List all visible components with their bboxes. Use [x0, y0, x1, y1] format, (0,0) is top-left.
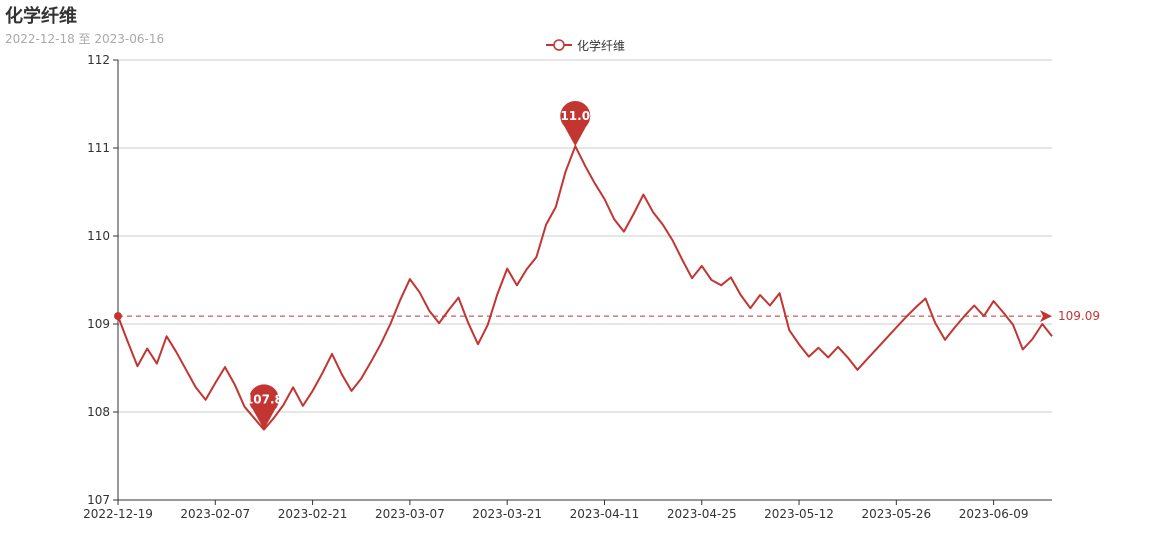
average-mark-line: 109.09: [114, 309, 1100, 323]
y-tick-label: 108: [87, 405, 110, 419]
mark-points: 111.02 107.8: [245, 101, 598, 430]
axes: 107 108 109 110 111 112 2022-12-19 2023-02-07 20…: [83, 53, 1052, 521]
chart-subtitle: 2022-12-18 至 2023-06-16: [5, 32, 165, 46]
min-mark-point-pin: [248, 384, 279, 430]
y-tick-label: 112: [87, 53, 110, 67]
x-tick-label: 2023-03-21: [472, 507, 542, 521]
legend[interactable]: 化学纤维: [546, 37, 625, 53]
max-mark-point-pin: [560, 101, 591, 147]
x-tick-label: 2023-04-25: [667, 507, 737, 521]
y-tick-label: 107: [87, 493, 110, 507]
y-tick-label: 111: [87, 141, 110, 155]
x-tick-label: 2023-04-11: [570, 507, 640, 521]
x-tick-label: 2022-12-19: [83, 507, 153, 521]
x-tick-label: 2023-05-26: [861, 507, 931, 521]
grid-lines: [118, 59, 1052, 413]
x-tick-label: 2023-06-09: [959, 507, 1029, 521]
legend-line-icon: [546, 39, 572, 51]
y-tick-label: 109: [87, 317, 110, 331]
x-tick-label: 2023-05-12: [764, 507, 834, 521]
x-tick-label: 2023-03-07: [375, 507, 445, 521]
series-line: [117, 145, 1053, 431]
max-mark-point-label: 111.02: [552, 109, 598, 123]
min-mark-point-label: 107.8: [245, 393, 283, 407]
average-line-label: 109.09: [1058, 309, 1100, 323]
legend-label: 化学纤维: [577, 38, 626, 53]
average-line-arrow: [1040, 310, 1052, 323]
chart-title: 化学纤维: [5, 6, 77, 27]
y-tick-label: 110: [87, 229, 110, 243]
x-tick-label: 2023-02-21: [278, 507, 348, 521]
average-line-start: [114, 312, 122, 321]
series-polyline: [117, 145, 1053, 431]
x-tick-label: 2023-02-07: [180, 507, 250, 521]
